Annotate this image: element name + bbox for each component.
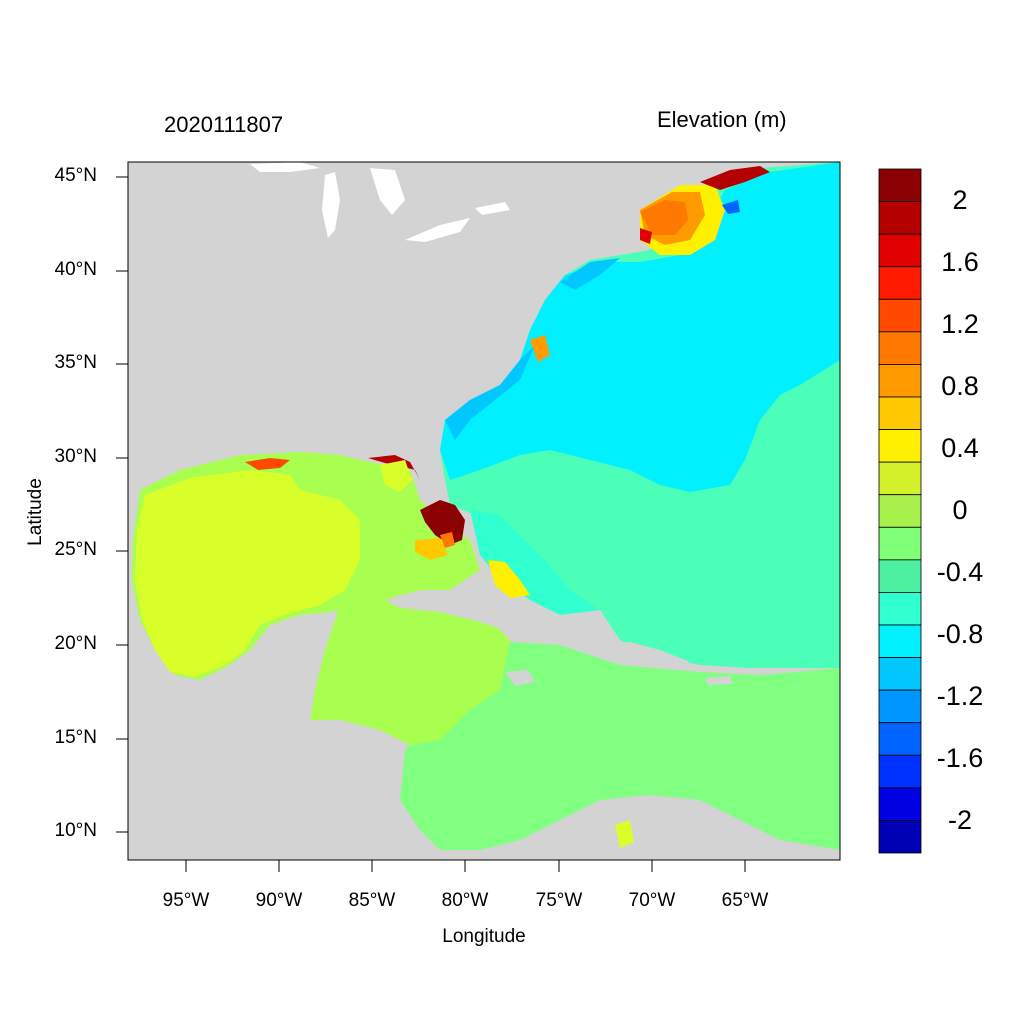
colorbar-swatch [878,331,922,365]
south-america-land [520,800,840,860]
colorbar-swatch [878,429,922,463]
lake-huron [370,168,405,215]
hatteras-surge [530,335,550,362]
lat-tick-label: 10°N [54,820,97,841]
colorbar-label: -1.6 [936,743,984,773]
nearshore-band [445,345,535,440]
ny-bight-band [560,258,620,290]
colorbar-label: 1.2 [941,309,979,339]
lake-michigan [322,172,340,238]
keys-orange [440,532,455,548]
colorbar-label: -0.8 [936,619,984,649]
colorbar-label: -0.4 [936,557,984,587]
caribbean-west [310,595,510,745]
colorbar-label: 0 [952,495,968,525]
plot-frame [127,161,841,861]
colorbar-swatch [878,201,922,235]
lat-tick-marks [116,176,128,833]
lat-tick-label: 35°N [54,352,97,373]
colorbar [878,168,922,854]
lat-tick-label: 30°N [54,446,97,467]
lake-maracaibo [615,820,634,848]
lake-superior [250,162,320,172]
bahamas-zone [470,510,600,615]
lat-tick-label: 40°N [54,259,97,280]
hispaniola-land [595,642,690,668]
lat-tick-label: 25°N [54,539,97,560]
map-area [128,162,840,860]
colorbar-label: -1.2 [936,681,984,711]
lon-tick-label: 85°W [348,890,396,911]
colorbar-label: 0.4 [941,433,979,463]
florida-big-bend [380,460,412,492]
bahamas-shallow [488,560,530,598]
jamaica-land [505,670,535,686]
lake-ontario [475,202,510,215]
cuba-land [385,590,590,645]
colorbar-swatch [878,526,922,561]
colorbar-swatch [878,266,922,300]
date-label: 2020111807 [164,112,284,137]
atlantic-shelf [440,162,840,492]
colorbar-swatch [878,396,922,430]
lon-tick-label: 95°W [162,890,210,911]
lat-tick-label: 20°N [54,633,97,654]
lon-tick-label: 70°W [628,890,676,911]
lake-erie [405,218,470,242]
colorbar-swatch [878,787,922,821]
x-axis-label: Longitude [442,926,526,947]
colorbar-label: -2 [947,805,972,835]
colorbar-swatch [878,298,922,333]
cape-cod-red [640,228,652,244]
bay-of-fundy-low [722,200,740,214]
colorbar-swatch [878,461,922,496]
colorbar-label: 0.8 [941,371,979,401]
colorbar-swatch [878,722,922,756]
colorbar-swatch [878,592,922,626]
lon-tick-marks [185,860,746,872]
colorbar-swatch [878,364,922,398]
colorbar-swatch [878,689,922,724]
florida-gulf-coast [368,455,420,480]
lat-tick-label: 15°N [54,727,97,748]
lon-tick-label: 80°W [441,890,489,911]
colorbar-swatch [878,624,922,658]
lon-tick-label: 65°W [721,890,769,911]
puerto-rico-land [705,676,732,685]
gulf-interior [135,470,360,677]
florida-surge [420,500,465,545]
variable-label: Elevation (m) [657,107,787,132]
colorbar-label: 1.6 [941,247,979,277]
colorbar-swatch [878,559,922,593]
colorbar-swatch [878,168,922,202]
y-axis-label: Latitude [25,478,46,546]
colorbar-swatch [878,233,922,268]
lon-tick-label: 75°W [535,890,583,911]
colorbar-swatch [878,820,922,854]
lat-tick-label: 45°N [54,165,97,186]
colorbar-label: 2 [952,185,968,215]
colorbar-swatch [878,754,922,789]
gulf-coast-fringe [245,458,290,470]
colorbar-swatch [878,657,922,691]
caribbean-east [400,640,840,860]
lon-tick-label: 90°W [255,890,303,911]
maine-coast-surge [700,166,770,190]
keys-surge [415,538,448,560]
gulf-of-maine-inner [640,200,688,235]
colorbar-swatch [878,494,922,528]
